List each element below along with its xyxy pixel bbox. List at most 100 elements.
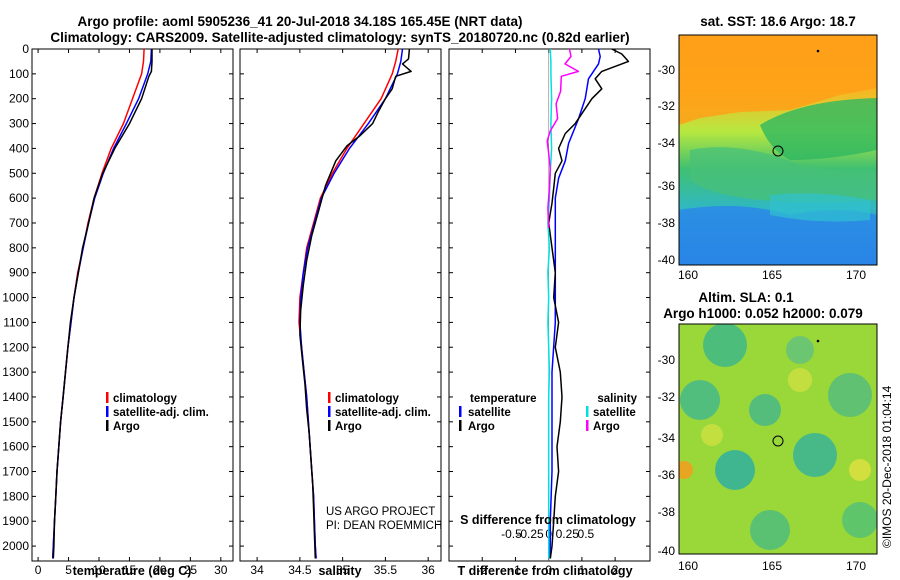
sla-eddy xyxy=(715,450,755,490)
sst-green-tongue xyxy=(690,147,877,203)
sla-lat-tick: -30 xyxy=(658,353,676,367)
legend-swatch-s-satellite xyxy=(586,406,589,417)
sla-map-title: Altim. SLA: 0.1 xyxy=(698,290,794,305)
depth-tick-label: 1700 xyxy=(2,465,29,479)
salinity-panel-frame xyxy=(239,48,442,562)
sla-eddy xyxy=(828,373,872,417)
difference-panel-frame xyxy=(448,48,651,562)
s-difference-axis-label: S difference from climatology xyxy=(460,513,636,527)
sla-lat-tick: -36 xyxy=(658,468,676,482)
legend-label-satellite: satellite-adj. clim. xyxy=(113,407,209,419)
x-tick-label: 35 xyxy=(336,563,350,577)
legend-swatch-argo xyxy=(106,420,109,431)
s-tick-label: 0.5 xyxy=(578,527,595,541)
sst-lat-tick: -36 xyxy=(658,179,676,193)
legend-swatch-argo xyxy=(328,420,331,431)
legend-label-climatology: climatology xyxy=(113,393,178,405)
small-island-marker xyxy=(816,49,820,53)
series-line-climatology xyxy=(51,48,145,559)
x-tick-label: -2 xyxy=(477,563,488,577)
s-tick-label: 0.25 xyxy=(556,527,580,541)
sla-map-subtitle: Argo h1000: 0.052 h2000: 0.079 xyxy=(663,306,863,321)
t-difference-axis-label: T difference from climatology xyxy=(457,564,632,578)
sst-lat-tick: -30 xyxy=(658,63,676,77)
figure-title-line1: Argo profile: aoml 5905236_41 20-Jul-201… xyxy=(78,14,523,29)
sla-map: Altim. SLA: 0.1 Argo h1000: 0.052 h2000:… xyxy=(658,290,878,573)
sst-lat-tick: -32 xyxy=(658,99,676,113)
sst-green-band xyxy=(760,98,877,160)
sla-lon-tick: 165 xyxy=(762,559,782,573)
difference-profile-chart: -2 -1 0 1 2-0.5-0.25 0 0.250.5 xyxy=(477,48,630,577)
salinity-legend: climatology satellite-adj. clim. Argo xyxy=(328,392,431,433)
depth-axis: 0 100 200 300 400 500 600 700 800 900 1000 1100 1200… xyxy=(2,42,650,553)
depth-tick-label: 0 xyxy=(22,42,29,56)
sla-eddy xyxy=(749,394,781,426)
series-line-t-argo xyxy=(547,48,630,559)
sst-map-title: sat. SST: 18.6 Argo: 18.7 xyxy=(700,14,856,29)
difference-legend: temperature satellite Argo salinity sate… xyxy=(459,393,638,433)
sla-eddy xyxy=(786,336,814,364)
sla-high xyxy=(788,368,812,392)
depth-tick-label: 200 xyxy=(9,92,29,106)
sla-lon-tick: 170 xyxy=(846,559,866,573)
sla-eddy xyxy=(703,324,747,367)
legend-swatch-satellite xyxy=(106,406,109,417)
sla-map-frame xyxy=(678,323,878,555)
sla-eddy xyxy=(793,433,837,477)
sla-high xyxy=(701,424,723,446)
argo-position-marker xyxy=(772,435,784,447)
sla-high xyxy=(679,461,693,479)
sst-lon-tick: 160 xyxy=(678,268,698,282)
salinity-profile-chart: 34 34.5 35 35.5 36 xyxy=(250,48,435,577)
depth-tick-label: 600 xyxy=(9,191,29,205)
depth-tick-label: 1500 xyxy=(2,415,29,429)
legend-label-argo: Argo xyxy=(335,421,362,433)
temperature-profile-chart: 0 5 10 15 20 25 30 xyxy=(35,48,228,577)
figure-title-line2: Climatology: CARS2009. Satellite-adjuste… xyxy=(50,30,629,45)
sst-map: sat. SST: 18.6 Argo: 18.7 160 165 170 -3… xyxy=(658,14,878,282)
depth-tick-label: 1900 xyxy=(2,514,29,528)
depth-tick-label: 1000 xyxy=(2,291,29,305)
temperature-panel-frame xyxy=(31,48,234,562)
series-line-s-satellite xyxy=(547,48,553,559)
sst-map-frame xyxy=(678,34,878,266)
sst-lon-tick: 170 xyxy=(846,268,866,282)
legend-swatch-t-argo xyxy=(459,420,462,431)
series-line-s-argo xyxy=(546,48,580,229)
sst-lat-tick: -40 xyxy=(658,253,676,267)
x-tick-label: 0 xyxy=(35,563,42,577)
legend-label-s-argo: Argo xyxy=(593,421,620,433)
depth-tick-label: 100 xyxy=(9,67,29,81)
depth-tick-label: 1100 xyxy=(3,315,29,329)
sla-lat-tick: -34 xyxy=(658,431,676,445)
salinity-axis-label: salinity xyxy=(318,564,361,578)
small-island-marker xyxy=(816,339,820,343)
x-tick-label: 1 xyxy=(579,563,586,577)
s-tick-label: -0.5 xyxy=(501,527,522,541)
legend-swatch-s-argo xyxy=(586,420,589,431)
x-tick-label: 34 xyxy=(250,563,264,577)
depth-tick-label: 800 xyxy=(9,241,29,255)
legend-swatch-t-satellite xyxy=(459,406,462,417)
series-line-argo xyxy=(52,49,153,559)
sla-lat-tick: -38 xyxy=(658,505,676,519)
legend-label-satellite: satellite-adj. clim. xyxy=(335,407,431,419)
depth-tick-label: 500 xyxy=(9,166,29,180)
x-tick-label: 20 xyxy=(153,563,167,577)
sst-lat-tick: -38 xyxy=(658,216,676,230)
depth-tick-label: 1200 xyxy=(2,340,29,354)
sla-lat-tick: -40 xyxy=(658,544,676,558)
project-credit: US ARGO PROJECT xyxy=(326,506,435,518)
legend-label-s-satellite: satellite xyxy=(593,407,636,419)
depth-tick-label: 2000 xyxy=(2,539,29,553)
legend-title-temperature: temperature xyxy=(470,393,536,405)
legend-swatch-climatology xyxy=(328,392,331,403)
series-line-satellite-adj-clim xyxy=(299,48,404,559)
legend-swatch-climatology xyxy=(106,392,109,403)
sst-warm-patch xyxy=(679,35,877,125)
depth-tick-label: 700 xyxy=(9,216,29,230)
legend-swatch-satellite xyxy=(328,406,331,417)
x-tick-label: 25 xyxy=(184,563,198,577)
sla-eddy xyxy=(680,380,720,420)
sst-cyan-patch xyxy=(770,193,870,222)
